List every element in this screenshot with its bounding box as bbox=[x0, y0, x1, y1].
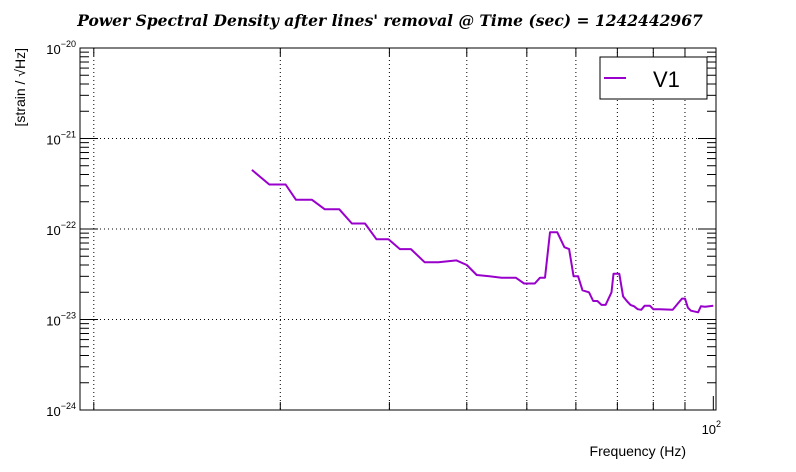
series-line-v1 bbox=[251, 169, 714, 314]
y-tick-label: 10−22 bbox=[46, 220, 76, 238]
y-tick-label: 10−23 bbox=[46, 311, 76, 329]
y-tick-label: 10−24 bbox=[46, 401, 76, 419]
x-tick-labels: 102 bbox=[702, 419, 721, 437]
x-tick-label: 102 bbox=[702, 419, 721, 437]
x-axis-label: Frequency (Hz) bbox=[590, 443, 686, 459]
grid-lines bbox=[80, 48, 716, 410]
y-axis-label: [strain / √Hz] bbox=[12, 48, 28, 126]
y-tick-label: 10−20 bbox=[46, 39, 76, 57]
legend-label-v1: V1 bbox=[653, 67, 680, 92]
axis-ticks bbox=[80, 47, 716, 411]
series-layer bbox=[251, 169, 714, 314]
y-tick-label: 10−21 bbox=[46, 130, 76, 148]
chart-title: Power Spectral Density after lines' remo… bbox=[76, 11, 703, 30]
legend: V1 bbox=[599, 56, 708, 100]
y-tick-labels: 10−20 10−21 10−22 10−23 10−24 bbox=[46, 39, 76, 419]
plot-frame bbox=[79, 47, 717, 411]
